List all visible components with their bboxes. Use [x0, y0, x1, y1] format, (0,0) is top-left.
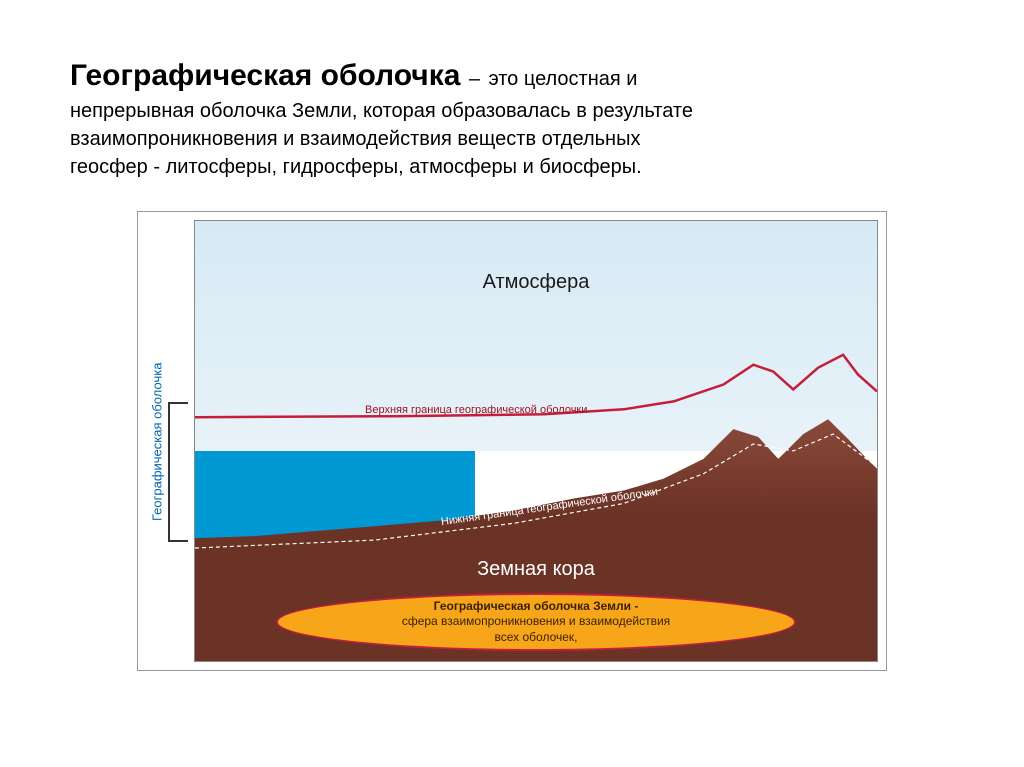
subtitle-line-3: геосфер - литосферы, гидросферы, атмосфе…	[70, 153, 954, 181]
diagram-inner: Атмосфера Верхняя граница географической…	[194, 220, 878, 662]
vertical-axis-label: Географическая оболочка	[148, 312, 166, 572]
bracket-icon	[168, 402, 188, 542]
crust-label: Земная кора	[195, 558, 877, 581]
ellipse-title: Географическая оболочка Земли -	[434, 599, 639, 615]
subtitle-line-2: взаимопроникновения и взаимодействия вещ…	[70, 125, 954, 153]
title-dash: –	[469, 68, 480, 90]
upper-boundary-label: Верхняя граница географической оболочки	[365, 404, 587, 416]
ellipse-line-2: всех оболочек,	[495, 630, 578, 646]
diagram: Географическая оболочка Атмосфера Верхня…	[137, 211, 887, 671]
ellipse-line-1: сфера взаимопроникновения и взаимодейств…	[402, 614, 670, 630]
title-block: Географическая оболочка – это целостная …	[70, 55, 954, 181]
subtitle-line-1: непрерывная оболочка Земли, которая обра…	[70, 97, 954, 125]
diagram-wrapper: Географическая оболочка Атмосфера Верхня…	[137, 211, 887, 671]
definition-ellipse: Географическая оболочка Земли - сфера вз…	[276, 593, 796, 651]
page-title: Географическая оболочка	[70, 59, 460, 92]
subtitle-inline: это целостная и	[488, 68, 637, 90]
